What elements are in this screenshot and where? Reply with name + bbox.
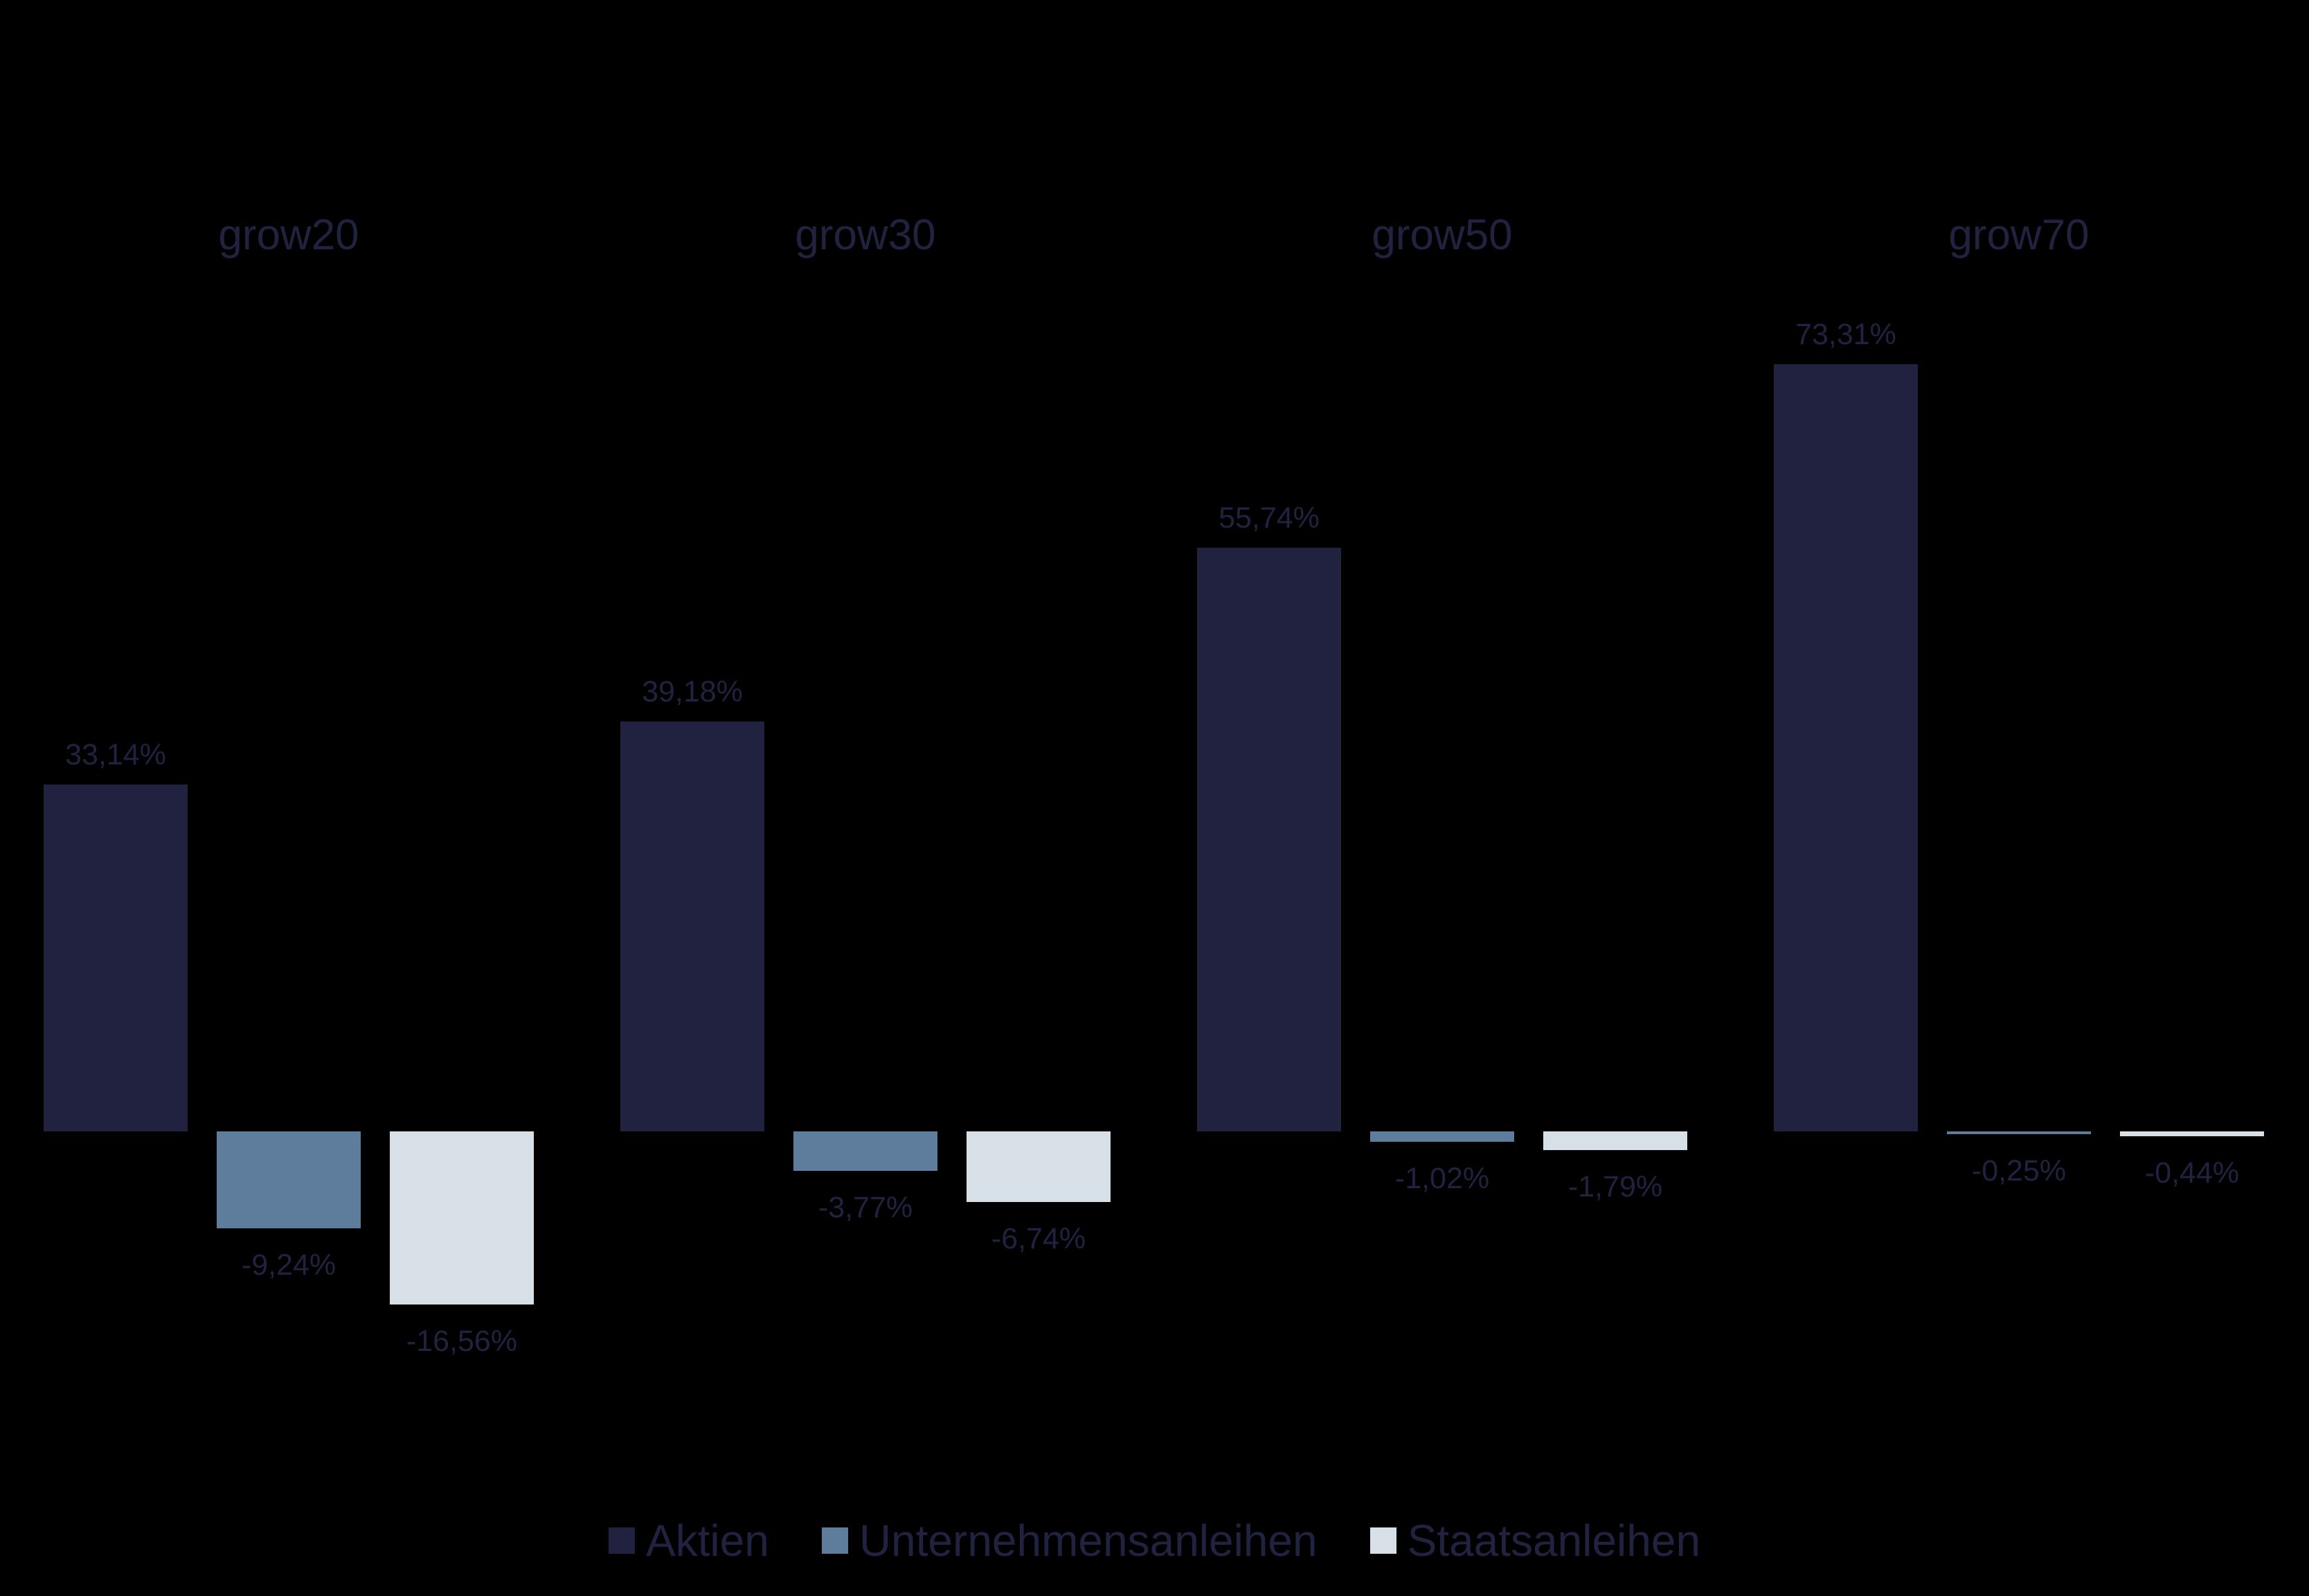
bar-staatsanleihen-grow20[interactable] — [390, 1131, 534, 1305]
bar-unternehmensanleihen-grow50[interactable] — [1370, 1131, 1514, 1142]
value-label: 33,14% — [65, 737, 166, 771]
group-title: grow70 — [1948, 211, 2090, 259]
legend-swatch-icon — [608, 1527, 635, 1554]
legend-item-aktien[interactable]: Aktien — [608, 1513, 769, 1568]
legend-item-staatsanleihen[interactable]: Staatsanleihen — [1369, 1513, 1701, 1568]
bar-staatsanleihen-grow30[interactable] — [967, 1131, 1111, 1202]
bar-unternehmensanleihen-grow20[interactable] — [217, 1131, 361, 1228]
group-title: grow30 — [795, 211, 936, 259]
bar-unternehmensanleihen-grow30[interactable] — [793, 1131, 937, 1171]
legend-swatch-icon — [821, 1527, 848, 1554]
value-label: 39,18% — [642, 674, 743, 708]
value-label: -0,25% — [1971, 1154, 2067, 1187]
legend-label: Staatsanleihen — [1407, 1516, 1701, 1566]
bar-unternehmensanleihen-grow70[interactable] — [1947, 1131, 2091, 1134]
value-label: 55,74% — [1219, 501, 1320, 535]
group-title: grow50 — [1372, 211, 1513, 259]
value-label: -0,44% — [2144, 1156, 2240, 1190]
value-label: -16,56% — [406, 1325, 518, 1359]
value-label: -6,74% — [991, 1221, 1086, 1255]
bar-staatsanleihen-grow50[interactable] — [1543, 1131, 1687, 1151]
bar-aktien-grow20[interactable] — [44, 784, 188, 1131]
value-label: -1,79% — [1567, 1170, 1663, 1204]
value-label: 73,31% — [1795, 317, 1896, 351]
legend: Aktien Unternehmensanleihen Staatsanleih… — [0, 1513, 2309, 1568]
value-label: -9,24% — [241, 1248, 336, 1282]
bar-aktien-grow50[interactable] — [1197, 548, 1341, 1131]
group-title: grow20 — [218, 211, 359, 259]
legend-label: Aktien — [645, 1516, 769, 1566]
legend-label: Unternehmensanleihen — [859, 1516, 1318, 1566]
bar-staatsanleihen-grow70[interactable] — [2120, 1131, 2264, 1136]
bar-aktien-grow70[interactable] — [1774, 364, 1918, 1131]
legend-swatch-icon — [1369, 1527, 1396, 1554]
bar-aktien-grow30[interactable] — [620, 721, 764, 1131]
value-label: -3,77% — [818, 1191, 913, 1224]
legend-item-unternehmensanleihen[interactable]: Unternehmensanleihen — [821, 1513, 1318, 1568]
value-label: -1,02% — [1394, 1162, 1490, 1196]
